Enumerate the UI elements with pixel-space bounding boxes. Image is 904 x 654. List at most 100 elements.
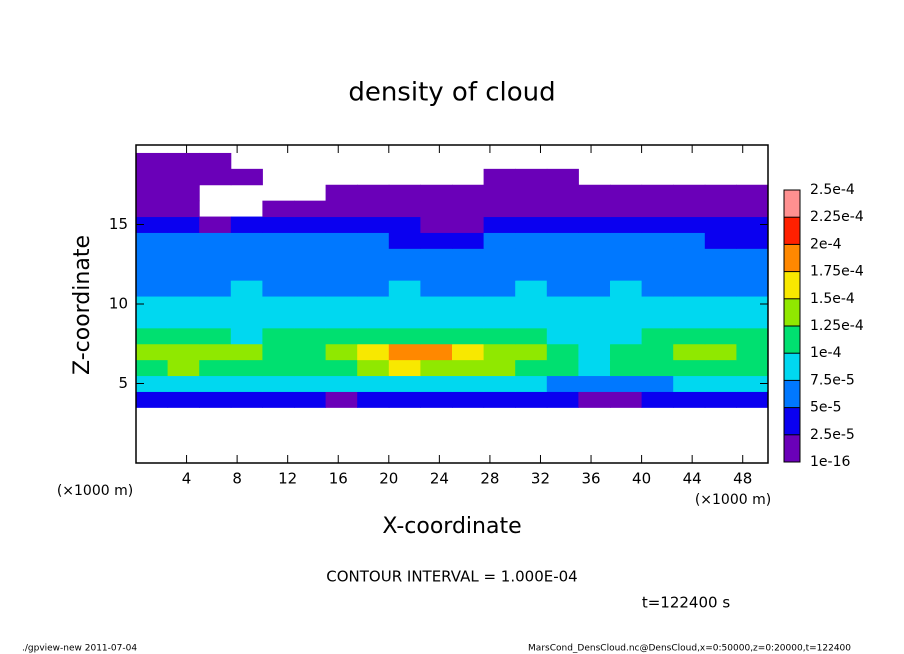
heat-cell xyxy=(452,343,485,361)
colorbar-band xyxy=(784,380,800,408)
heat-cell xyxy=(325,280,358,297)
heat-cell xyxy=(262,391,295,408)
heat-cell xyxy=(167,232,200,249)
heat-cell xyxy=(420,184,453,202)
heat-cell xyxy=(704,311,737,329)
heat-cell xyxy=(641,232,674,249)
heat-cell xyxy=(420,264,453,281)
heat-cell xyxy=(736,296,769,313)
heat-cell xyxy=(578,200,611,218)
heat-cell xyxy=(325,216,358,233)
heat-cell xyxy=(357,296,390,313)
heat-cell xyxy=(325,296,358,313)
heat-cell xyxy=(673,200,706,218)
heat-cell xyxy=(136,296,169,313)
heat-cell xyxy=(199,343,232,361)
heat-cell xyxy=(483,343,516,361)
heat-cell xyxy=(325,391,358,408)
heat-cell xyxy=(230,391,263,408)
heat-cell xyxy=(452,391,485,408)
heat-cell xyxy=(546,280,579,297)
heat-cell xyxy=(610,216,643,233)
heat-cell xyxy=(136,375,169,392)
heat-cell xyxy=(294,232,327,249)
heat-cell xyxy=(641,391,674,408)
heat-cell xyxy=(452,248,485,265)
heat-cell xyxy=(136,168,169,186)
heat-cell xyxy=(578,264,611,281)
heat-cell xyxy=(704,391,737,408)
heat-cell xyxy=(578,296,611,313)
heat-cell xyxy=(736,216,769,233)
heat-cell xyxy=(546,343,579,361)
colorbar-label: 1e-16 xyxy=(810,454,850,470)
heat-cell xyxy=(452,359,485,377)
heat-cell xyxy=(294,248,327,265)
heat-cell xyxy=(610,184,643,202)
heat-cell xyxy=(388,311,421,329)
heat-cell xyxy=(357,375,390,392)
heat-cell xyxy=(641,375,674,392)
heat-cell xyxy=(546,200,579,218)
colorbar-label: 5e-5 xyxy=(810,400,841,416)
heat-cell xyxy=(736,280,769,297)
heat-cell xyxy=(199,152,232,170)
heat-cell xyxy=(199,280,232,297)
heat-cell xyxy=(388,359,421,377)
heat-cell xyxy=(167,152,200,170)
heat-cell xyxy=(641,296,674,313)
colorbar-label: 2.5e-5 xyxy=(810,427,855,443)
heat-cell xyxy=(167,264,200,281)
heat-cell xyxy=(578,184,611,202)
heat-cell xyxy=(420,216,453,233)
heat-cell xyxy=(294,359,327,377)
heat-cell xyxy=(357,391,390,408)
heat-cell xyxy=(610,359,643,377)
heat-cell xyxy=(515,264,548,281)
heat-cell xyxy=(294,264,327,281)
heat-cell xyxy=(420,200,453,218)
heat-cell xyxy=(641,264,674,281)
colorbar-band xyxy=(784,434,800,463)
heat-cell xyxy=(578,375,611,392)
heat-cell xyxy=(294,216,327,233)
heat-cell xyxy=(452,264,485,281)
heat-cell xyxy=(483,311,516,329)
heat-cell xyxy=(136,248,169,265)
heat-cell xyxy=(641,311,674,329)
heat-cell xyxy=(325,264,358,281)
heat-cell xyxy=(610,280,643,297)
heat-cell xyxy=(262,216,295,233)
heat-cell xyxy=(230,296,263,313)
colorbar-band xyxy=(784,298,800,327)
heat-cell xyxy=(388,232,421,249)
heat-cell xyxy=(420,296,453,313)
heat-cell xyxy=(136,391,169,408)
heat-cell xyxy=(230,343,263,361)
contour-note: CONTOUR INTERVAL = 1.000E-04 xyxy=(326,568,577,586)
time-label: t=122400 s xyxy=(642,594,730,612)
heat-cell xyxy=(736,391,769,408)
heat-cell xyxy=(578,343,611,361)
heat-cell xyxy=(262,248,295,265)
heat-cell xyxy=(704,343,737,361)
heat-cell xyxy=(736,184,769,202)
heat-cell xyxy=(167,391,200,408)
heat-cell xyxy=(673,216,706,233)
heat-cell xyxy=(515,327,548,345)
heat-cell xyxy=(199,168,232,186)
heat-cell xyxy=(641,343,674,361)
heat-cell xyxy=(294,343,327,361)
heat-cell xyxy=(704,216,737,233)
heat-cell xyxy=(357,264,390,281)
heat-cell xyxy=(420,375,453,392)
heat-cell xyxy=(483,264,516,281)
heat-cell xyxy=(704,232,737,249)
heat-cell xyxy=(357,359,390,377)
heat-cell xyxy=(136,200,169,218)
colorbar-label: 1.75e-4 xyxy=(810,264,864,280)
heat-cell xyxy=(546,168,579,186)
heat-cell xyxy=(325,359,358,377)
heat-cell xyxy=(262,359,295,377)
heat-cell xyxy=(546,327,579,345)
